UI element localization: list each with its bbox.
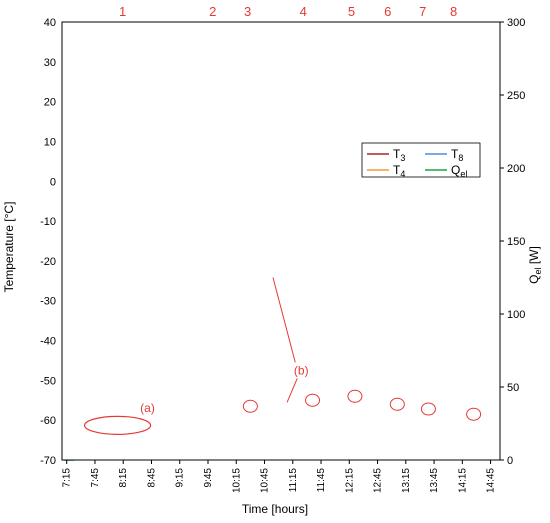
x-tick-label: 9:15 (175, 468, 186, 488)
annotation-arrow (272, 277, 296, 363)
y-right-tick-label: 250 (507, 90, 525, 102)
y-right-tick-label: 100 (507, 309, 525, 321)
x-tick-label: 13:15 (401, 468, 412, 493)
y-left-tick-label: -40 (40, 336, 56, 348)
y-left-tick-label: -20 (40, 256, 56, 268)
x-tick-label: 12:15 (344, 468, 355, 493)
x-tick-label: 9:45 (203, 468, 214, 488)
y-left-tick-label: -60 (40, 415, 56, 427)
y-left-tick-label: -50 (40, 375, 56, 387)
chart-axes (61, 21, 504, 464)
annotation-circle (466, 407, 482, 421)
y-left-tick-label: 30 (44, 57, 56, 69)
x-tick-label: 13:45 (429, 468, 440, 493)
period-label: 8 (450, 4, 457, 19)
period-label: 3 (244, 4, 251, 19)
x-tick-label: 10:45 (260, 468, 271, 493)
annotation-circle (389, 397, 405, 411)
y-left-tick-label: -30 (40, 296, 56, 308)
x-tick-label: 10:15 (231, 468, 242, 493)
y-axis-title-right: Qel [W] (527, 246, 543, 284)
annotation-arrow (286, 378, 298, 403)
annotation-circle (420, 402, 436, 416)
period-label: 5 (348, 4, 355, 19)
annotation-circle (305, 393, 321, 407)
y-axis-title-left: Temperature [°C] (2, 202, 16, 293)
y-right-tick-label: 0 (507, 455, 513, 467)
annotation-b: (b) (294, 363, 309, 377)
y-right-tick-label: 50 (507, 382, 519, 394)
x-tick-label: 14:45 (486, 468, 497, 493)
annotation-circle (242, 399, 258, 413)
annotation-circle (347, 389, 363, 403)
period-label: 7 (419, 4, 426, 19)
x-tick-label: 12:45 (373, 468, 384, 493)
annotations: (a) (b) (83, 277, 482, 435)
x-tick-label: 14:15 (457, 468, 468, 493)
x-tick-label: 11:15 (288, 468, 299, 493)
period-label: 6 (384, 4, 391, 19)
x-tick-label: 8:15 (118, 468, 129, 488)
x-tick-label: 7:15 (62, 468, 73, 488)
y-left-tick-label: 40 (44, 17, 56, 29)
period-label: 2 (209, 4, 216, 19)
y-right-tick-label: 200 (507, 163, 525, 175)
x-tick-label: 11:45 (316, 468, 327, 493)
y-right-tick-label: 150 (507, 236, 525, 248)
x-axis-title: Time [hours] (242, 502, 308, 516)
plot-frame (61, 21, 501, 461)
y-left-tick-label: -70 (40, 455, 56, 467)
period-label: 4 (300, 4, 307, 19)
y-left-tick-label: 0 (50, 176, 56, 188)
annotation-ellipse (83, 415, 152, 435)
tick-labels: -70 -60 -50 -40 -30 -20 -10 0 10 20 30 40 0 50 100 150 2… (40, 17, 525, 493)
y-left-tick-label: -10 (40, 216, 56, 228)
y-left-tick-label: 10 (44, 136, 56, 148)
period-label: 1 (119, 4, 126, 19)
annotation-a: (a) (140, 401, 155, 415)
y-right-tick-label: 300 (507, 17, 525, 29)
legend-box (361, 142, 481, 178)
x-tick-label: 7:45 (90, 468, 101, 488)
y-left-tick-label: 20 (44, 97, 56, 109)
x-tick-label: 8:45 (146, 468, 157, 488)
